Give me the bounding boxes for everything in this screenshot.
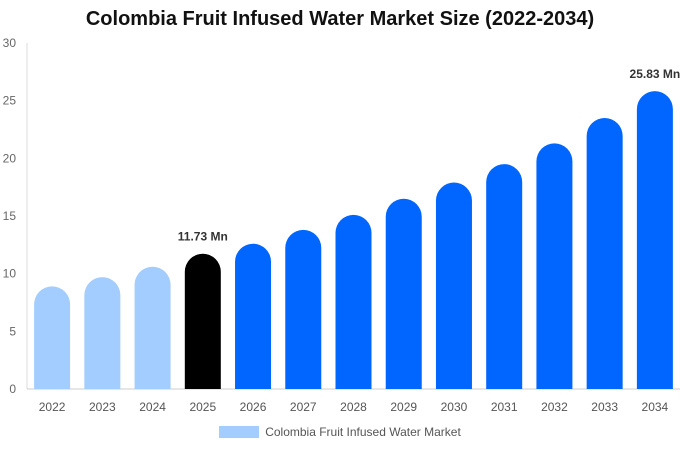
x-tick-label: 2023: [89, 400, 116, 414]
x-tick-label: 2026: [240, 400, 267, 414]
x-tick-label: 2034: [642, 400, 669, 414]
bar-2033: [586, 117, 623, 389]
legend-swatch: [219, 426, 260, 438]
data-label: 25.83 Mn: [630, 67, 680, 81]
legend: Colombia Fruit Infused Water Market: [0, 425, 680, 439]
bar-2022: [34, 286, 71, 389]
x-tick-label: 2030: [441, 400, 468, 414]
x-tick-label: 2031: [491, 400, 518, 414]
bar-2024: [134, 266, 171, 389]
bar-2030: [435, 182, 472, 389]
x-tick-label: 2029: [390, 400, 417, 414]
bar-2026: [235, 243, 272, 389]
x-tick-label: 2024: [139, 400, 166, 414]
y-tick-label: 15: [3, 209, 17, 223]
x-tick-label: 2033: [591, 400, 618, 414]
x-tick-label: 2032: [541, 400, 568, 414]
x-tick-label: 2028: [340, 400, 367, 414]
bar-2028: [335, 214, 372, 389]
bar-2029: [385, 198, 422, 389]
bar-2025: [184, 253, 221, 389]
x-tick-label: 2027: [290, 400, 317, 414]
chart-title: Colombia Fruit Infused Water Market Size…: [85, 8, 595, 30]
x-tick-label: 2022: [39, 400, 66, 414]
bar-2031: [486, 164, 523, 389]
bar-2023: [84, 277, 121, 389]
x-tick-label: 2025: [189, 400, 216, 414]
y-tick-label: 30: [3, 36, 17, 50]
y-tick-label: 10: [3, 267, 17, 281]
y-tick-label: 25: [3, 94, 17, 108]
bar-2034: [636, 91, 673, 390]
y-tick-label: 20: [3, 151, 17, 165]
legend-label: Colombia Fruit Infused Water Market: [265, 425, 461, 439]
y-tick-label: 0: [9, 382, 16, 396]
y-tick-label: 5: [9, 324, 16, 338]
data-label: 11.73 Mn: [178, 230, 228, 244]
bar-2027: [285, 229, 322, 389]
bar-2032: [536, 143, 573, 389]
